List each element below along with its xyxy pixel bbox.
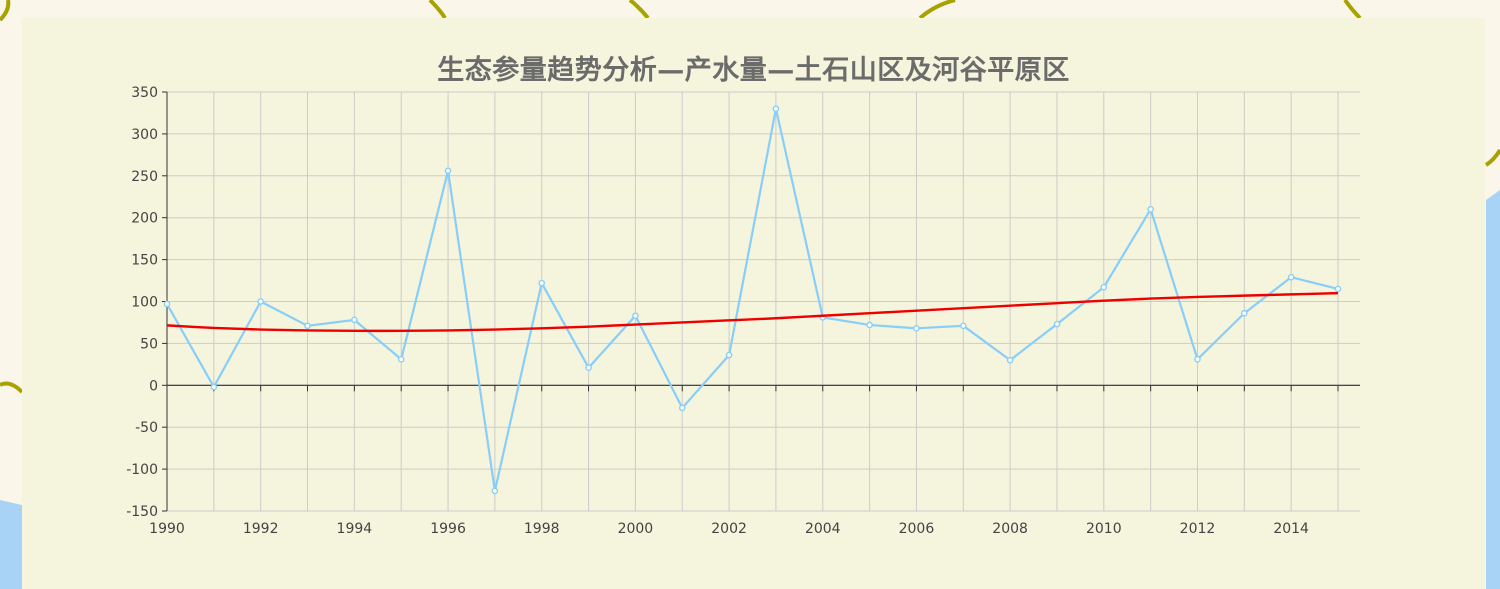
- chart-title: 生态参量趋势分析—产水量—土石山区及河谷平原区: [437, 55, 1070, 86]
- x-tick-label: 2000: [618, 521, 654, 537]
- x-tick-label: 1998: [524, 521, 560, 537]
- y-tick-label: 300: [131, 127, 158, 143]
- data-point[interactable]: [632, 312, 639, 320]
- x-tick-label: 1992: [243, 521, 279, 537]
- map-boundary: [0, 0, 11, 22]
- x-tick-label: 2012: [1180, 521, 1216, 537]
- trend-chart: -150 -100 -50 0 50 100 150 200 250 300 350 1990 1992…: [126, 85, 1360, 537]
- y-tick-label: -100: [126, 462, 158, 478]
- x-tick-label: 2010: [1086, 521, 1122, 537]
- data-point[interactable]: [913, 325, 920, 332]
- map-boundary: [1484, 148, 1500, 167]
- data-point[interactable]: [772, 105, 780, 113]
- chart-panel: -150 -100 -50 0 50 100 150 200 250 300 350 1990 1992…: [22, 18, 1485, 589]
- grid: [166, 91, 1360, 512]
- x-tick-label: 2008: [992, 521, 1028, 537]
- map-water: [0, 500, 22, 589]
- data-point[interactable]: [538, 279, 546, 287]
- map-boundary: [0, 381, 24, 394]
- data-point[interactable]: [210, 383, 218, 391]
- x-tick-label: 2006: [899, 521, 935, 537]
- tick-labels: -150 -100 -50 0 50 100 150 200 250 300 350 1990 1992…: [126, 85, 1309, 537]
- y-tick-label: -50: [135, 420, 158, 436]
- data-point[interactable]: [444, 167, 452, 175]
- data-point[interactable]: [1334, 285, 1342, 293]
- data-point[interactable]: [1287, 273, 1295, 281]
- data-point[interactable]: [491, 487, 499, 495]
- x-tick-label: 2004: [805, 521, 841, 537]
- x-tick-label: 1994: [337, 521, 373, 537]
- y-tick-label: 150: [131, 253, 158, 269]
- x-tick-label: 2002: [711, 521, 747, 537]
- trend-line: [166, 291, 1339, 333]
- y-tick-label: 0: [149, 378, 158, 394]
- map-boundary: [1343, 0, 1362, 20]
- data-point[interactable]: [866, 321, 873, 329]
- y-tick-label: 200: [131, 211, 158, 227]
- data-point[interactable]: [1006, 356, 1014, 364]
- data-point[interactable]: [1053, 320, 1061, 328]
- data-point[interactable]: [1100, 283, 1108, 291]
- x-tick-label: 1990: [149, 521, 185, 537]
- y-tick-label: 100: [131, 295, 158, 311]
- series: [163, 105, 1342, 495]
- map-boundary: [628, 0, 650, 20]
- y-tick-label: 250: [131, 169, 158, 185]
- data-point[interactable]: [351, 316, 358, 324]
- y-tick-label: 350: [131, 85, 158, 101]
- data-point[interactable]: [257, 298, 264, 305]
- data-point[interactable]: [959, 322, 967, 330]
- map-boundary: [428, 0, 447, 20]
- data-point[interactable]: [725, 351, 733, 359]
- data-point[interactable]: [304, 322, 311, 330]
- map-boundary: [918, 0, 956, 20]
- data-point[interactable]: [585, 364, 592, 372]
- data-point[interactable]: [1147, 206, 1154, 213]
- y-tick-label: -150: [126, 504, 158, 520]
- x-tick-label: 1996: [430, 521, 466, 537]
- data-point[interactable]: [1194, 356, 1201, 363]
- data-point[interactable]: [397, 356, 405, 363]
- x-tick-label: 2014: [1273, 521, 1309, 537]
- y-tick-label: 50: [140, 336, 158, 352]
- data-point[interactable]: [678, 404, 686, 412]
- map-water: [1486, 190, 1500, 589]
- data-line: [166, 107, 1339, 492]
- data-point[interactable]: [1241, 309, 1248, 317]
- data-point[interactable]: [163, 300, 171, 308]
